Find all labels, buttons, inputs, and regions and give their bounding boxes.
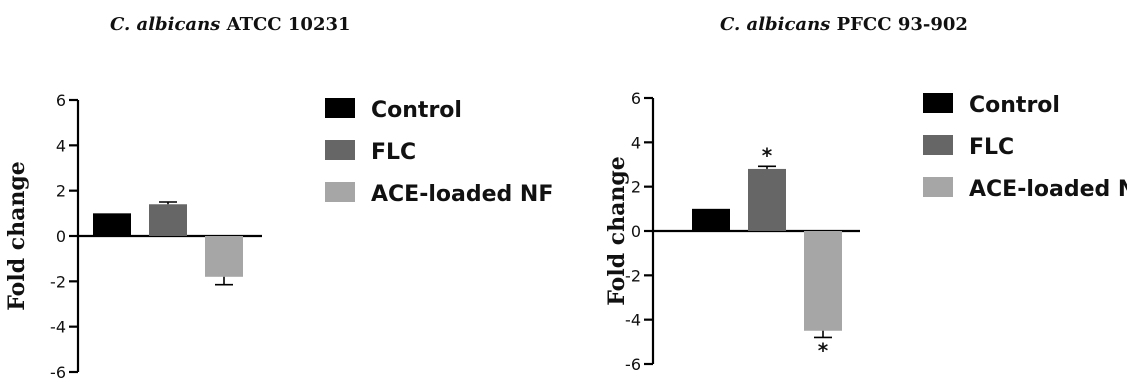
y-tick-label: -4 <box>50 318 66 337</box>
legend-label: FLC <box>969 135 1014 160</box>
legend-swatch <box>923 177 953 197</box>
chart-panel-right: C. albicans PFCC 93-902 6 4 2 0 -2 -4 -6 Fold c… <box>560 0 1127 378</box>
chart-title-strain: ATCC 10231 <box>226 14 351 35</box>
chart-title-species: C. albicans <box>110 14 221 35</box>
legend-label: FLC <box>371 140 416 165</box>
bar-ace-loaded-nf <box>804 231 842 331</box>
bar-control <box>692 208 730 231</box>
legend-label: ACE-loaded NF <box>371 182 553 207</box>
bar-chart-left: 6 4 2 0 -2 -4 -6 Fold change Control FLC ACE-loade… <box>4 91 553 378</box>
chart-title-species: C. albicans <box>720 14 831 35</box>
legend-swatch <box>325 98 355 118</box>
significance-marker: * <box>762 143 773 167</box>
y-tick-label: 2 <box>56 182 66 201</box>
y-tick-label: -6 <box>625 355 641 374</box>
bar-ace-loaded-nf <box>205 236 243 277</box>
bar-flc <box>748 168 786 231</box>
legend-swatch <box>325 182 355 202</box>
y-tick-label: 6 <box>56 91 66 110</box>
chart-title: C. albicans PFCC 93-902 <box>720 14 968 35</box>
y-axis-label: Fold change <box>4 161 30 311</box>
legend-swatch <box>923 93 953 113</box>
chart-title-strain: PFCC 93-902 <box>836 14 968 35</box>
y-tick-label: -6 <box>50 363 66 378</box>
chart-panel-left: C. albicans ATCC 10231 6 4 2 0 -2 -4 -6 Fold ch… <box>0 0 560 378</box>
y-tick-label: 6 <box>631 89 641 108</box>
y-tick-label: 0 <box>56 227 66 246</box>
y-tick-label: 0 <box>631 222 641 241</box>
bar-chart-right: 6 4 2 0 -2 -4 -6 Fold change * * Control FLC ACE-loa… <box>604 89 1127 374</box>
bar-flc <box>149 204 187 236</box>
y-tick-label: 4 <box>56 136 66 155</box>
chart-title: C. albicans ATCC 10231 <box>110 14 351 35</box>
y-tick-label: -2 <box>50 272 66 291</box>
y-axis-label: Fold change <box>604 156 630 306</box>
legend-label: ACE-loaded NF <box>969 177 1127 202</box>
legend-label: Control <box>969 93 1060 118</box>
significance-marker: * <box>818 338 829 362</box>
legend-label: Control <box>371 98 462 123</box>
bar-control <box>93 213 131 236</box>
y-tick-label: 4 <box>631 133 641 152</box>
y-tick-label: -2 <box>625 266 641 285</box>
y-tick-label: 2 <box>631 178 641 197</box>
legend-swatch <box>325 140 355 160</box>
legend-swatch <box>923 135 953 155</box>
y-tick-label: -4 <box>625 311 641 330</box>
